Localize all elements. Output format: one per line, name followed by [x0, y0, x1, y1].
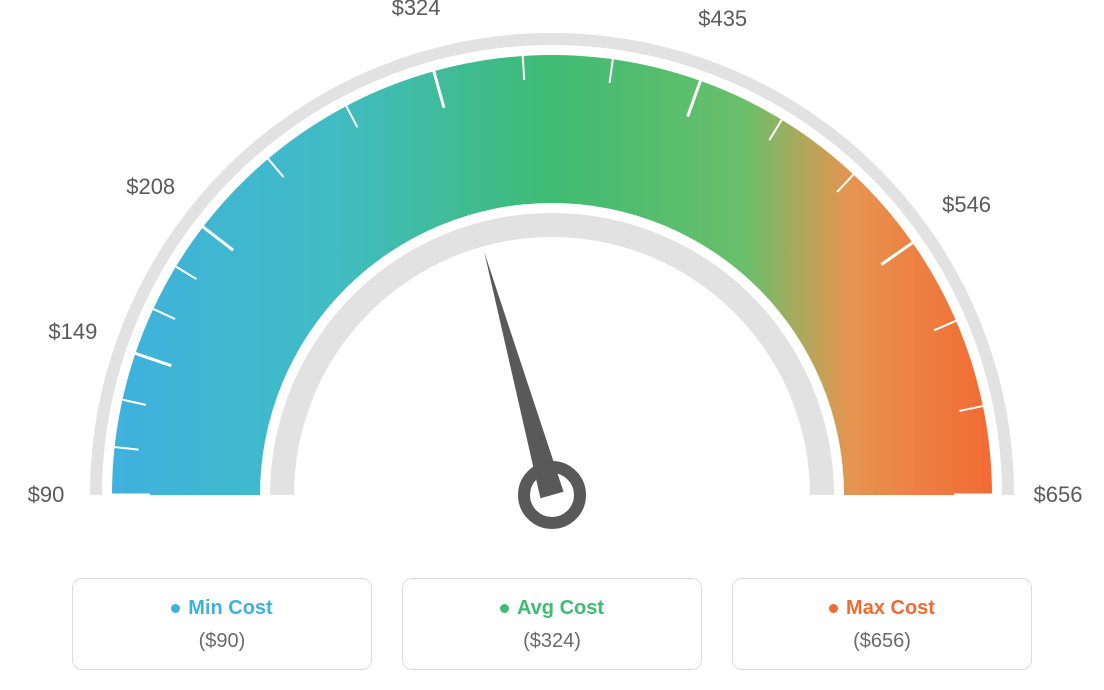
legend-title-min: Min Cost	[171, 597, 272, 620]
gauge-tick-label: $208	[126, 174, 175, 200]
gauge-tick-label: $656	[1034, 482, 1083, 508]
legend: Min Cost ($90) Avg Cost ($324) Max Cost …	[0, 578, 1104, 670]
legend-card-avg: Avg Cost ($324)	[402, 578, 702, 670]
gauge-tick-label: $90	[28, 482, 65, 508]
gauge-svg	[0, 0, 1104, 560]
legend-title-avg: Avg Cost	[500, 597, 604, 620]
legend-title-max: Max Cost	[829, 597, 935, 620]
cost-gauge: $90 $149 $208 $324 $435 $546 $656	[0, 0, 1104, 560]
gauge-tick-label: $149	[48, 319, 97, 345]
legend-dot-avg	[500, 604, 509, 613]
legend-card-max: Max Cost ($656)	[732, 578, 1032, 670]
legend-label-min: Min Cost	[188, 597, 272, 620]
legend-value-max: ($656)	[753, 630, 1011, 653]
legend-card-min: Min Cost ($90)	[72, 578, 372, 670]
legend-value-avg: ($324)	[423, 630, 681, 653]
legend-label-max: Max Cost	[846, 597, 935, 620]
legend-dot-max	[829, 604, 838, 613]
gauge-tick-label: $546	[942, 192, 991, 218]
legend-label-avg: Avg Cost	[517, 597, 604, 620]
legend-value-min: ($90)	[93, 630, 351, 653]
gauge-tick-label: $435	[698, 6, 747, 32]
gauge-tick-label: $324	[392, 0, 441, 21]
legend-dot-min	[171, 604, 180, 613]
